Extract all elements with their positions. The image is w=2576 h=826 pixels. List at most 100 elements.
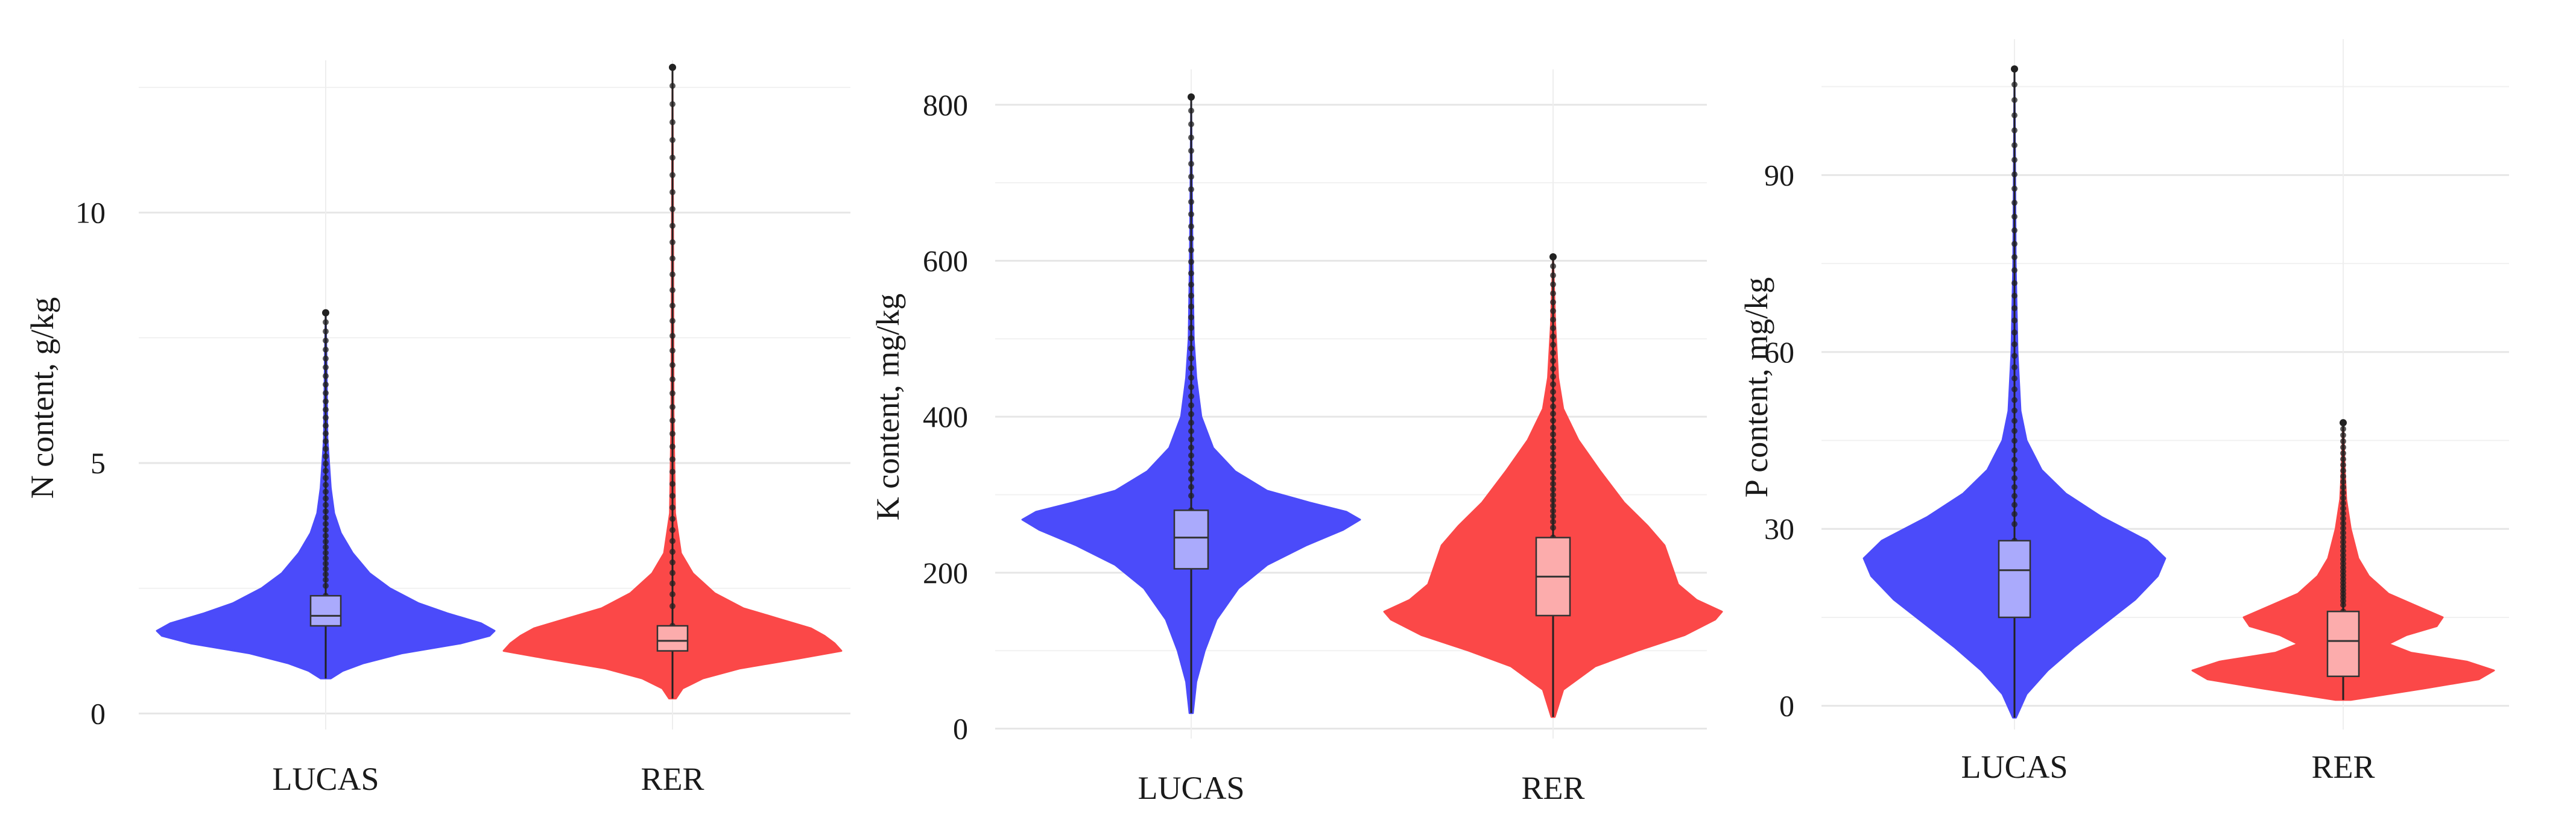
outlier-point (2011, 112, 2017, 119)
outlier-point (1188, 444, 1194, 451)
x-category-label: LUCAS (1138, 770, 1244, 806)
outlier-point (1550, 424, 1556, 431)
outlier-point (669, 527, 676, 534)
outlier-point (2340, 552, 2346, 558)
outlier-point (1188, 484, 1194, 490)
outlier-point (2011, 185, 2017, 192)
outlier-point (1188, 235, 1194, 242)
y-tick-label: 60 (1764, 335, 1794, 369)
outlier-point (2011, 353, 2017, 359)
outlier-point (2011, 511, 2017, 517)
outlier-point (1188, 270, 1194, 277)
outlier-point (1188, 428, 1194, 435)
y-axis-label: P content, mg/kg (1738, 277, 1774, 497)
outlier-point (2011, 364, 2017, 371)
outlier-point (1188, 93, 1195, 101)
y-tick-label: 90 (1764, 158, 1794, 192)
outlier-point (2011, 465, 2017, 472)
outlier-point (2011, 317, 2017, 324)
y-axis-label: N content, g/kg (24, 297, 60, 499)
outlier-point (1188, 420, 1194, 426)
outlier-point (2011, 254, 2017, 260)
outlier-point (1550, 388, 1556, 395)
outlier-point (1550, 450, 1556, 457)
outlier-point (669, 417, 676, 424)
outlier-point (2011, 280, 2017, 286)
outlier-point (2011, 521, 2017, 528)
outlier-point (1188, 303, 1194, 310)
outlier-point (323, 414, 329, 421)
outlier-point (2340, 444, 2346, 450)
outlier-point (323, 576, 329, 583)
outlier-point (1188, 476, 1194, 482)
outlier-point (1550, 272, 1556, 279)
outlier-point (1188, 374, 1194, 381)
outlier-point (323, 474, 329, 481)
outlier-point (669, 538, 676, 544)
outlier-point (323, 508, 329, 515)
outlier-point (2011, 341, 2017, 347)
outlier-point (2011, 386, 2017, 393)
outlier-point (1188, 160, 1194, 167)
outlier-point (1550, 299, 1556, 306)
outlier-point (1188, 345, 1194, 352)
outlier-point (2011, 493, 2017, 499)
y-tick-label: 600 (923, 244, 968, 277)
y-tick-label: 10 (75, 196, 106, 230)
outlier-point (669, 63, 676, 71)
outlier-point (2340, 462, 2346, 468)
panel-k-content: 0 200 400 600 800 K content, mg/kg LUCAS RER (870, 69, 1723, 806)
outlier-point (1550, 365, 1556, 372)
outlier-point (669, 101, 676, 107)
outlier-point (323, 381, 329, 388)
outlier-point (669, 481, 676, 487)
outlier-point (1550, 463, 1556, 470)
outlier-point (2011, 157, 2017, 163)
outlier-point (1550, 457, 1556, 464)
outlier-point (1188, 282, 1194, 288)
outlier-point (669, 468, 676, 475)
outlier-point (2340, 419, 2347, 427)
outlier-point (1550, 403, 1556, 410)
outlier-point (323, 446, 329, 452)
outlier-point (2340, 456, 2346, 462)
x-category-label: RER (2311, 749, 2375, 785)
outlier-point (2011, 329, 2017, 336)
outlier-point (1188, 292, 1194, 299)
box-lucas (1173, 509, 1209, 570)
outlier-point (1550, 417, 1556, 424)
outlier-point (2011, 407, 2017, 414)
outlier-point (2011, 437, 2017, 444)
outlier-point (2011, 96, 2017, 103)
outlier-point (323, 406, 329, 413)
outlier-point (2340, 534, 2346, 541)
x-category-label: RER (1521, 770, 1584, 806)
outlier-point (1550, 513, 1556, 520)
outlier-point (1550, 469, 1556, 476)
y-tick-label: 5 (90, 446, 106, 480)
outlier-point (2011, 417, 2017, 424)
outlier-point (1550, 431, 1556, 438)
outlier-point (323, 398, 329, 405)
outlier-point (2011, 397, 2017, 403)
y-tick-label: 0 (953, 712, 968, 746)
outlier-point (669, 493, 676, 499)
outlier-point (323, 544, 329, 550)
outlier-point (669, 222, 676, 229)
outlier-point (669, 119, 676, 125)
outlier-point (323, 364, 329, 371)
outlier-point (323, 453, 329, 459)
outlier-point (2340, 450, 2346, 456)
outlier-point (1188, 365, 1194, 371)
outlier-point (669, 189, 676, 195)
outlier-point (1188, 107, 1194, 114)
box-rer (2326, 610, 2360, 678)
y-tick-label: 0 (1779, 689, 1794, 723)
outlier-point (323, 571, 329, 578)
outlier-point (669, 443, 676, 450)
outlier-point (669, 302, 676, 309)
outlier-point (2340, 510, 2346, 517)
outlier-point (1550, 444, 1556, 451)
outlier-point (669, 559, 676, 566)
y-tick-label: 0 (90, 696, 106, 730)
